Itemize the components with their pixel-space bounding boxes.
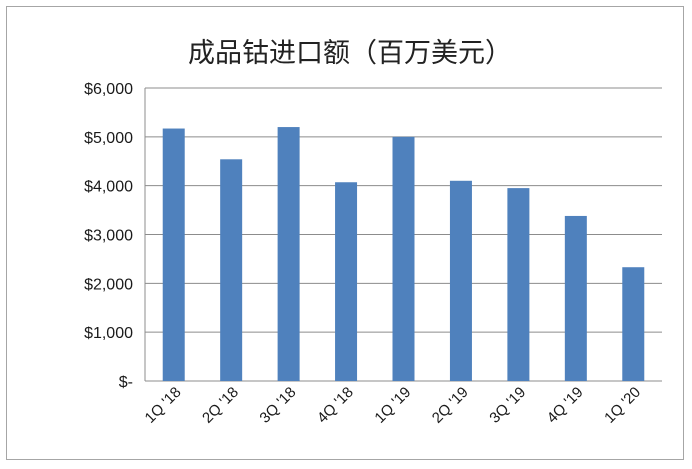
y-tick-label: $6,000 bbox=[84, 81, 133, 98]
bar bbox=[564, 215, 587, 381]
x-tick-label: 4Q '18 bbox=[314, 384, 357, 427]
bar bbox=[277, 127, 300, 381]
y-tick-label: $3,000 bbox=[84, 228, 133, 245]
bars bbox=[162, 127, 645, 381]
x-tick-label: 4Q '19 bbox=[544, 384, 587, 427]
chart-title: 成品钴进口额（百万美元） bbox=[188, 38, 512, 69]
bar bbox=[220, 159, 243, 381]
y-axis-ticks: $- $1,000 $2,000 $3,000 $4,000 $5,000 $6,000 bbox=[84, 81, 133, 391]
bar bbox=[162, 128, 185, 381]
bar bbox=[507, 188, 530, 381]
bar bbox=[392, 136, 415, 381]
bar bbox=[449, 180, 472, 381]
x-tick-label: 3Q '18 bbox=[256, 384, 299, 427]
x-tick-label: 1Q '18 bbox=[142, 384, 185, 427]
x-tick-label: 2Q '18 bbox=[199, 384, 242, 427]
x-tick-label: 1Q '19 bbox=[371, 384, 414, 427]
y-tick-label: $5,000 bbox=[84, 130, 133, 147]
y-tick-label: $4,000 bbox=[84, 179, 133, 196]
y-tick-label: $- bbox=[119, 374, 133, 391]
bar bbox=[335, 182, 358, 381]
x-tick-label: 1Q '20 bbox=[601, 384, 644, 427]
y-tick-label: $1,000 bbox=[84, 325, 133, 342]
bar bbox=[622, 267, 645, 381]
y-tick-label: $2,000 bbox=[84, 276, 133, 293]
x-axis-ticks: 1Q '18 2Q '18 3Q '18 4Q '18 1Q '19 2Q '19 3Q '… bbox=[142, 384, 645, 427]
x-tick-label: 3Q '19 bbox=[486, 384, 529, 427]
x-tick-label: 2Q '19 bbox=[429, 384, 472, 427]
